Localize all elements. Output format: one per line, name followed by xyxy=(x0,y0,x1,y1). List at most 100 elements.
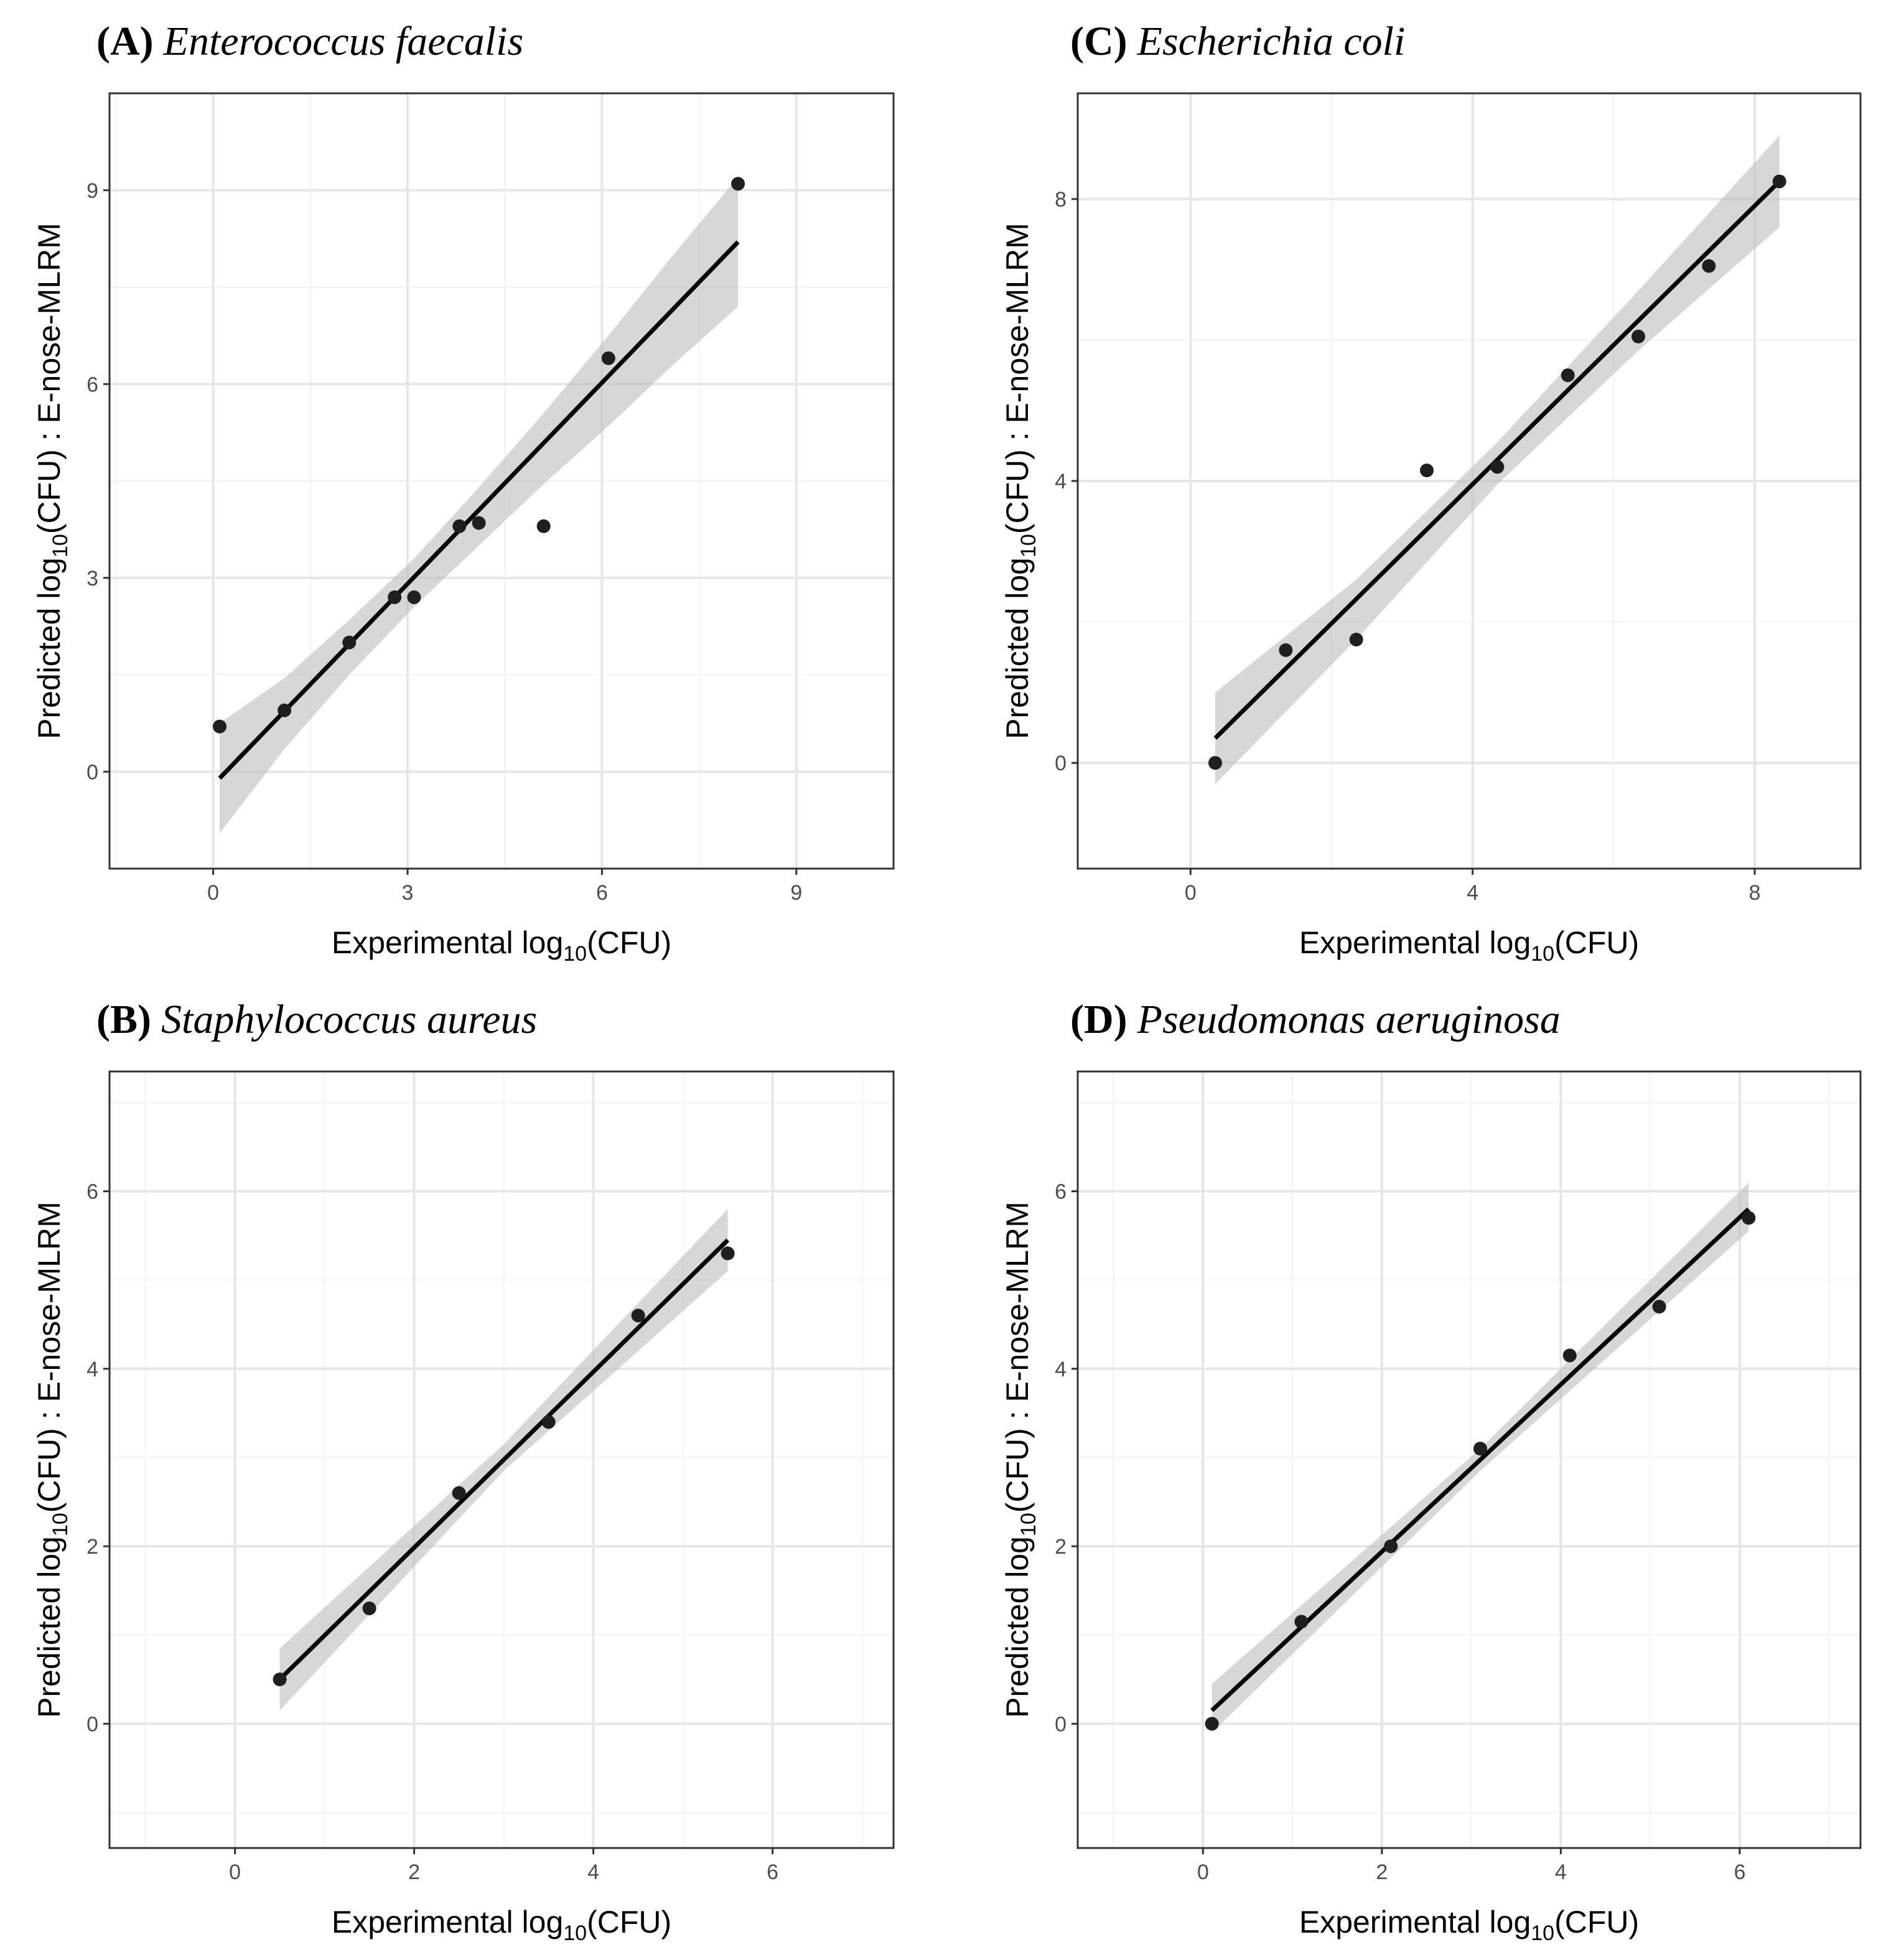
panel-a-points xyxy=(213,177,745,734)
panel-b-title: (B) Staphylococcus aureus xyxy=(96,997,537,1042)
panel-b-species: Staphylococcus aureus xyxy=(161,997,537,1042)
panel-d-data-point-1 xyxy=(1294,1615,1309,1629)
panel-b-ticks: 0 2 4 6 0 2 4 6 xyxy=(86,1180,778,1884)
panel-a-data-point-8 xyxy=(601,351,615,365)
panel-a-xlabel-pre: Experimental log xyxy=(332,925,563,960)
panel-b-data-point-5 xyxy=(721,1246,735,1261)
panel-d-data-point-0 xyxy=(1205,1717,1219,1731)
panel-d-plot-frame xyxy=(1076,1070,1862,1849)
panel-d-ticks: 0 2 4 6 0 2 4 6 xyxy=(1055,1180,1745,1884)
panel-c-y-tick-label-1: 4 xyxy=(1055,470,1067,493)
panel-b-data-point-0 xyxy=(273,1673,287,1687)
panel-d-y-tick-label-1: 2 xyxy=(1055,1535,1067,1559)
panel-c-data-point-0 xyxy=(1208,756,1222,770)
panel-b-data-point-4 xyxy=(631,1309,645,1323)
panel-b-ylabel-sub: 10 xyxy=(49,1513,72,1536)
panel-b: (B) Staphylococcus aureus 0 2 4 6 0 2 4 6 Experi… xyxy=(32,997,895,1945)
panel-d: (D) Pseudomonas aeruginosa 0 2 4 6 0 2 4 6 Exper… xyxy=(1000,997,1862,1945)
panel-c-data-point-8 xyxy=(1772,174,1786,189)
panel-b-x-tick-label-1: 2 xyxy=(408,1860,420,1884)
panel-b-data-point-3 xyxy=(541,1415,556,1429)
panel-c-xlabel-pre: Experimental log xyxy=(1299,925,1531,960)
panel-d-data-point-5 xyxy=(1652,1299,1666,1314)
panel-c-x-tick-label-0: 0 xyxy=(1185,881,1197,905)
panel-b-x-axis-label: Experimental log10(CFU) xyxy=(332,1905,671,1945)
panel-c-x-tick-label-2: 8 xyxy=(1749,881,1761,905)
panel-a-data-point-9 xyxy=(731,177,745,191)
panel-b-xlabel-post: (CFU) xyxy=(587,1905,671,1939)
panel-c-y-tick-label-2: 8 xyxy=(1055,188,1067,212)
panel-d-data-point-2 xyxy=(1384,1539,1398,1554)
panel-b-points xyxy=(273,1246,735,1687)
panel-c-data-point-7 xyxy=(1702,259,1716,273)
panel-a-data-point-4 xyxy=(407,590,421,604)
panel-b-data-point-2 xyxy=(452,1486,466,1500)
panel-a-x-tick-label-0: 0 xyxy=(207,881,219,905)
panel-b-ylabel-post: (CFU) : E-nose-MLRM xyxy=(32,1202,67,1513)
panel-a-y-tick-label-2: 6 xyxy=(86,373,98,396)
panel-d-ylabel-post: (CFU) : E-nose-MLRM xyxy=(1000,1202,1035,1513)
panel-d-xlabel-post: (CFU) xyxy=(1554,1905,1639,1939)
panel-c-data-point-6 xyxy=(1632,329,1645,343)
panel-c-ylabel-post: (CFU) : E-nose-MLRM xyxy=(1000,223,1035,534)
panel-a-regression-line xyxy=(218,240,740,780)
panel-d-xlabel-sub: 10 xyxy=(1531,1921,1554,1945)
panel-b-xlabel-sub: 10 xyxy=(563,1921,587,1945)
panel-b-data-point-1 xyxy=(362,1601,376,1615)
panel-a-data-point-5 xyxy=(452,519,467,533)
panel-b-y-tick-label-2: 4 xyxy=(86,1358,98,1381)
panel-c-data-point-1 xyxy=(1279,643,1293,657)
panel-a-xlabel-post: (CFU) xyxy=(587,925,671,960)
panel-c-species: Escherichia coli xyxy=(1137,19,1406,64)
panel-a: (A) Enterococcus faecalis 0 3 6 9 0 3 6 9 Experi… xyxy=(32,19,895,966)
panel-c-ylabel-pre: Predicted log xyxy=(1000,558,1035,739)
panel-d-data-point-6 xyxy=(1742,1211,1756,1225)
panel-d-species: Pseudomonas aeruginosa xyxy=(1137,997,1561,1042)
panel-a-y-tick-label-1: 3 xyxy=(86,567,98,590)
panel-c-points xyxy=(1208,174,1786,770)
panel-d-title: (D) Pseudomonas aeruginosa xyxy=(1070,997,1561,1042)
panel-a-x-axis-label: Experimental log10(CFU) xyxy=(332,925,671,966)
panel-a-ylabel-post: (CFU) : E-nose-MLRM xyxy=(32,223,67,534)
panel-a-ticks: 0 3 6 9 0 3 6 9 xyxy=(86,179,802,905)
panel-d-ylabel-pre: Predicted log xyxy=(1000,1536,1035,1718)
panel-d-x-axis-label: Experimental log10(CFU) xyxy=(1299,1905,1639,1945)
panel-c-title: (C) Escherichia coli xyxy=(1070,19,1405,64)
panel-a-x-tick-label-2: 6 xyxy=(596,881,608,905)
panel-a-plot-frame xyxy=(108,92,895,870)
panel-c-label: (C) xyxy=(1070,19,1127,64)
panel-b-y-axis-label: Predicted log10(CFU) : E-nose-MLRM xyxy=(32,1202,72,1718)
panel-d-x-tick-label-0: 0 xyxy=(1197,1860,1209,1884)
panel-b-label: (B) xyxy=(96,997,151,1042)
panel-a-title: (A) Enterococcus faecalis xyxy=(96,19,523,64)
panel-c-x-axis-label: Experimental log10(CFU) xyxy=(1299,925,1639,966)
panel-b-y-tick-label-0: 0 xyxy=(86,1712,98,1736)
panel-a-y-tick-label-3: 9 xyxy=(86,179,98,203)
panel-d-y-tick-label-2: 4 xyxy=(1055,1358,1067,1381)
panel-d-x-tick-label-2: 4 xyxy=(1555,1860,1567,1884)
panel-d-y-axis-label: Predicted log10(CFU) : E-nose-MLRM xyxy=(1000,1202,1040,1718)
panel-c-regression-line xyxy=(1213,180,1781,740)
panel-a-y-axis-label: Predicted log10(CFU) : E-nose-MLRM xyxy=(32,223,72,739)
panel-b-xlabel-pre: Experimental log xyxy=(332,1905,563,1939)
panel-c-data-point-2 xyxy=(1349,632,1363,646)
panel-a-data-point-3 xyxy=(388,590,402,604)
panel-b-x-tick-label-3: 6 xyxy=(767,1860,778,1884)
panel-c-xlabel-sub: 10 xyxy=(1531,942,1554,966)
panel-d-x-tick-label-3: 6 xyxy=(1734,1860,1745,1884)
panel-d-data-point-4 xyxy=(1562,1348,1577,1363)
panel-d-label: (D) xyxy=(1070,997,1127,1042)
panel-a-x-tick-label-3: 9 xyxy=(790,881,802,905)
panel-d-xlabel-pre: Experimental log xyxy=(1299,1905,1531,1939)
panel-b-y-tick-label-1: 2 xyxy=(86,1535,98,1559)
panel-b-plot-frame xyxy=(108,1070,895,1849)
panel-a-y-tick-label-0: 0 xyxy=(86,760,98,784)
panel-c-y-tick-label-0: 0 xyxy=(1055,752,1067,775)
panel-a-ylabel-pre: Predicted log xyxy=(32,558,67,739)
panel-a-xlabel-sub: 10 xyxy=(563,942,587,966)
panel-d-data-point-3 xyxy=(1473,1442,1487,1456)
panel-b-ylabel-pre: Predicted log xyxy=(32,1536,67,1718)
panel-b-x-tick-label-0: 0 xyxy=(229,1860,241,1884)
panel-c-data-point-3 xyxy=(1420,464,1434,478)
